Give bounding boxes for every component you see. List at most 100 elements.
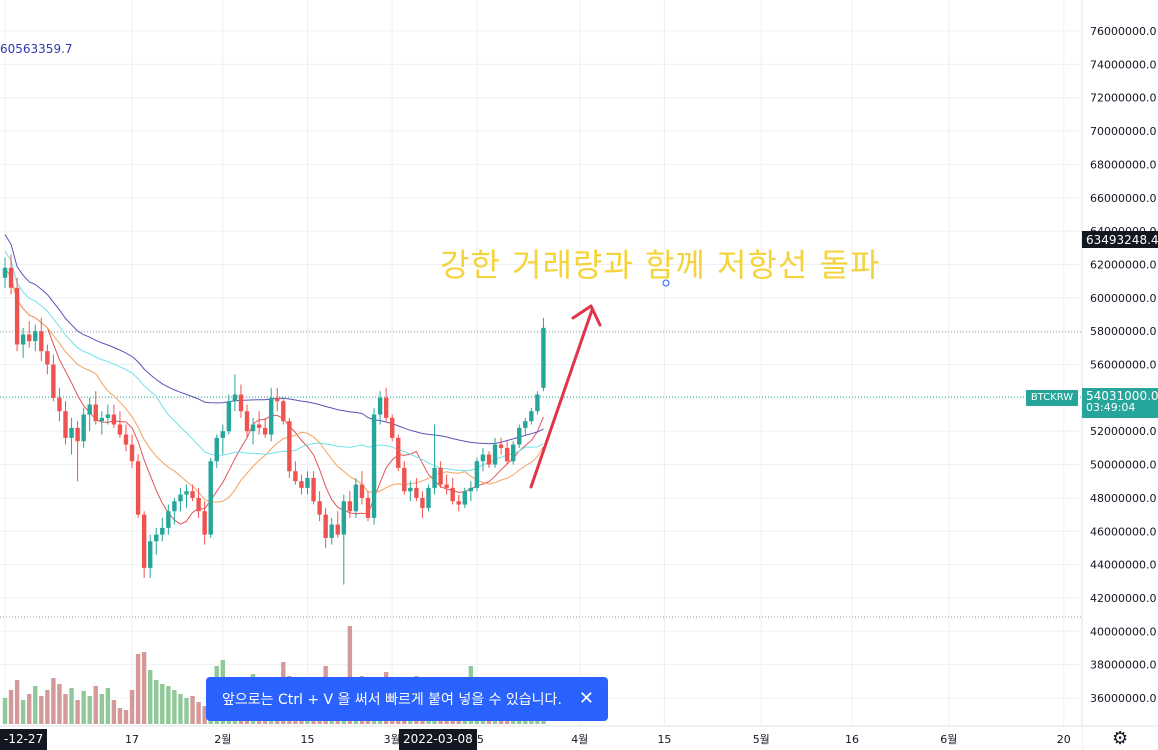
candle-body <box>474 461 480 488</box>
candle-body <box>202 511 207 535</box>
candle-body <box>329 524 334 538</box>
volume-bar <box>99 694 104 724</box>
candle-body <box>347 501 353 512</box>
candle-body <box>75 427 80 442</box>
candle-body <box>226 401 232 432</box>
candle-body <box>365 497 371 518</box>
volume-bar <box>45 690 50 724</box>
price-tick-label: 76000000.0 <box>1090 25 1156 38</box>
time-tick-label: 15 <box>657 733 671 746</box>
time-tick-label: 3월 <box>384 733 401 746</box>
candle-body <box>27 334 32 342</box>
candle-body <box>432 467 437 488</box>
time-axis: 27172월153월154월155월166월20 <box>0 725 1158 750</box>
volume-bar <box>81 691 86 724</box>
volume-bar <box>148 670 153 724</box>
candle-body <box>208 461 213 535</box>
volume-bar <box>33 686 38 724</box>
crosshair-price-tag: 63493248.4 <box>1082 231 1158 248</box>
annotation-text[interactable]: 강한 거래량과 함께 저항선 돌파 <box>440 246 881 284</box>
volume-bar <box>8 690 14 724</box>
price-tick-label: 42000000.0 <box>1090 592 1156 605</box>
candle-body <box>275 397 280 402</box>
candle-body <box>535 394 540 412</box>
candle-body <box>63 411 68 438</box>
candle-body <box>244 411 250 432</box>
candle-body <box>93 404 98 422</box>
candle-body <box>262 427 268 435</box>
candle-body <box>480 454 486 462</box>
volume-bar <box>14 680 20 724</box>
candle-body <box>238 394 244 412</box>
candle-body <box>14 287 20 345</box>
price-tick-label: 50000000.0 <box>1090 459 1156 472</box>
candle-body <box>299 481 304 488</box>
price-tick-label: 36000000.0 <box>1090 692 1156 705</box>
candle-body <box>172 501 177 512</box>
price-tick-label: 44000000.0 <box>1090 559 1156 572</box>
candle-body <box>377 397 383 415</box>
volume-bar <box>111 700 117 724</box>
chart-overlays <box>529 279 670 489</box>
candle-body <box>523 421 528 428</box>
candle-body <box>87 404 92 415</box>
candle-body <box>504 447 510 462</box>
candle-body <box>111 414 117 425</box>
volume-bar <box>184 698 189 724</box>
candle-body <box>311 477 316 502</box>
candle-body <box>541 327 546 388</box>
candle-body <box>256 424 262 428</box>
candle-body <box>456 501 461 505</box>
candle-body <box>135 461 141 515</box>
volume-bar <box>87 696 92 724</box>
volume-bar <box>166 686 171 724</box>
volume-bar <box>39 696 44 724</box>
volume-bar <box>75 700 80 724</box>
volume-bar <box>105 688 111 724</box>
price-tick-label: 60000000.0 <box>1090 292 1156 305</box>
bar-countdown: 03:49:04 <box>1086 401 1136 414</box>
candle-body <box>8 267 14 288</box>
candle-body <box>341 501 346 535</box>
breakout-arrow-shaft <box>529 308 594 489</box>
time-tick-label: 16 <box>845 733 859 746</box>
candle-body <box>323 514 328 538</box>
time-tick-label: 17 <box>125 733 139 746</box>
candle-body <box>353 484 359 512</box>
candle-body <box>293 471 298 482</box>
symbol-tag: BTCKRW <box>1026 390 1078 406</box>
volume-bar <box>178 694 183 724</box>
candle-body <box>426 487 431 508</box>
last-price-value: 54031000.0 <box>1086 389 1158 403</box>
close-icon[interactable]: ✕ <box>578 688 594 709</box>
price-axis-bg <box>1082 0 1158 750</box>
volume-bar <box>117 708 123 724</box>
candle-body <box>305 477 310 488</box>
candle-body <box>129 444 135 462</box>
price-tick-label: 56000000.0 <box>1090 359 1156 372</box>
candle-body <box>81 414 86 442</box>
breakout-arrow-head <box>571 304 602 327</box>
candle-body <box>69 427 74 438</box>
candle-body <box>438 467 443 485</box>
price-tick-label: 70000000.0 <box>1090 125 1156 138</box>
time-tick-label: 6월 <box>940 733 957 746</box>
volume-bar <box>135 654 141 724</box>
price-tick-label: 58000000.0 <box>1090 325 1156 338</box>
candle-body <box>359 484 365 498</box>
volume-bar <box>57 684 62 724</box>
candle-body <box>492 444 498 465</box>
price-tick-label: 40000000.0 <box>1090 625 1156 638</box>
time-tick-label: 15 <box>301 733 315 746</box>
candle-body <box>39 331 44 352</box>
candle-body <box>148 541 153 568</box>
candle-body <box>141 514 147 568</box>
indicator-legend-value: 60563359.7 <box>0 42 73 56</box>
candle-body <box>335 524 340 535</box>
volume-bar <box>141 652 147 724</box>
price-tick-label: 38000000.0 <box>1090 659 1156 672</box>
ma-mid-line <box>4 267 544 503</box>
price-tick-label: 46000000.0 <box>1090 525 1156 538</box>
settings-gear-icon[interactable]: ⚙ <box>1112 728 1129 749</box>
